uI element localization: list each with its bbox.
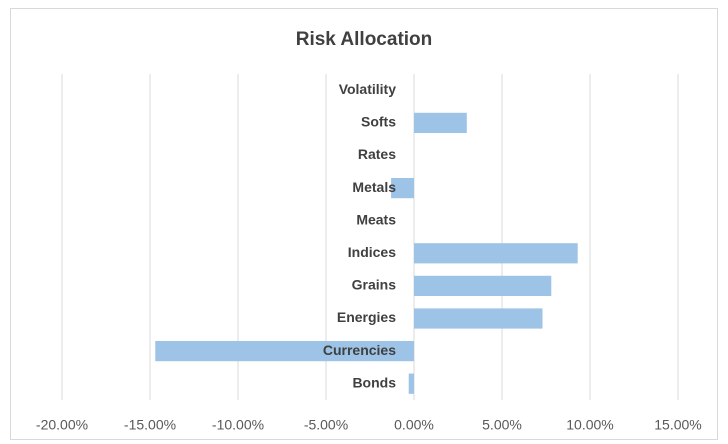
x-tick-label: 10.00% xyxy=(566,417,613,433)
y-tick-label: Rates xyxy=(358,146,396,162)
y-tick-label: Metals xyxy=(352,179,396,195)
bar xyxy=(391,177,414,199)
y-tick-label: Grains xyxy=(352,277,397,293)
y-tick-label: Bonds xyxy=(352,374,396,390)
y-tick-label: Softs xyxy=(361,114,396,130)
x-tick-label: 5.00% xyxy=(482,417,522,433)
bar xyxy=(155,340,414,362)
y-tick-label: Meats xyxy=(356,211,396,227)
y-tick-label: Energies xyxy=(337,309,396,325)
x-tick-label: 0.00% xyxy=(394,417,434,433)
x-tick-label: -5.00% xyxy=(304,417,348,433)
x-tick-label: -20.00% xyxy=(36,417,88,433)
y-tick-label: Currencies xyxy=(323,342,396,358)
y-tick-label: Volatility xyxy=(339,81,397,97)
bar xyxy=(414,275,552,297)
x-tick-label: -15.00% xyxy=(124,417,176,433)
y-tick-label: Indices xyxy=(348,244,396,260)
chart-title: Risk Allocation xyxy=(296,29,433,50)
x-tick-label: 15.00% xyxy=(654,417,701,433)
bar xyxy=(414,112,467,134)
x-tick-label: -10.00% xyxy=(212,417,264,433)
bar xyxy=(414,243,578,264)
bar xyxy=(414,308,543,329)
bar xyxy=(408,373,414,394)
chart-frame xyxy=(10,8,718,440)
